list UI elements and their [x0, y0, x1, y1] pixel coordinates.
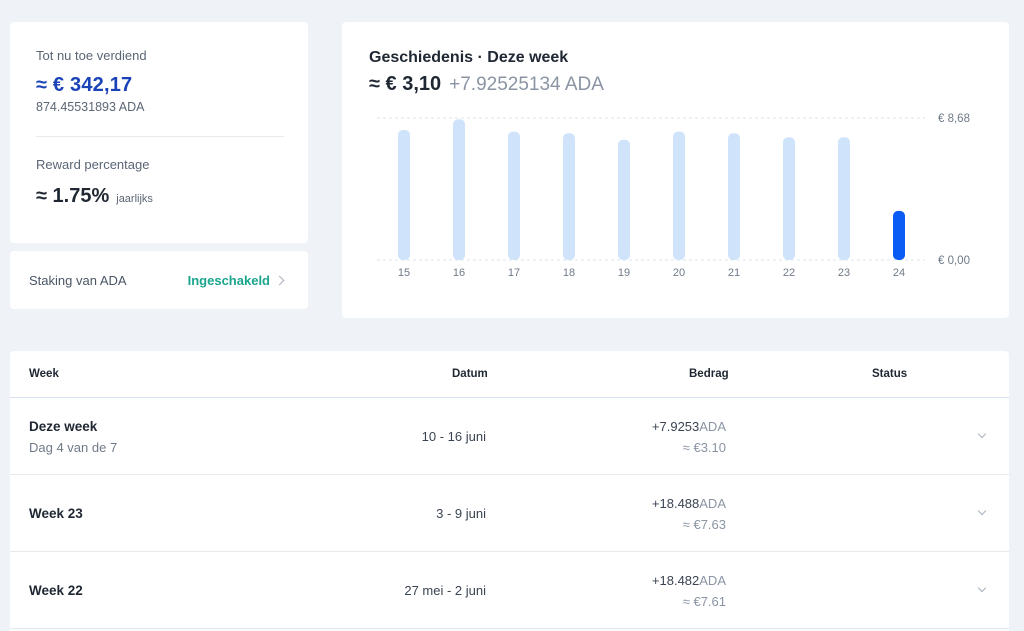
- bar: [618, 139, 630, 260]
- row-amount-value: +18.482: [651, 573, 700, 588]
- staking-toggle-link[interactable]: Staking van ADA Ingeschakeld: [10, 251, 308, 309]
- y-tick-label: € 8,68: [938, 113, 970, 125]
- earned-eur-value: ≈ € 342,17: [36, 74, 133, 96]
- bar: [893, 210, 905, 260]
- x-tick-label: 24: [893, 267, 905, 279]
- earned-label: Tot nu toe verdiend: [36, 48, 147, 63]
- row-week-sub: Dag 4 van de 7: [29, 440, 118, 455]
- x-tick-label: 17: [508, 267, 520, 279]
- staking-label: Staking van ADA: [29, 272, 127, 288]
- bar: [563, 133, 575, 260]
- chevron-down-icon[interactable]: [977, 583, 987, 593]
- row-date: 10 - 16 juni: [421, 429, 486, 444]
- x-tick-label: 23: [838, 267, 850, 279]
- row-week: Deze week: [29, 419, 98, 434]
- divider: [36, 136, 284, 137]
- chart-total-ada: +7.92525134 ADA: [449, 74, 604, 95]
- row-amount: +18.488ADA: [652, 496, 726, 511]
- row-amount-unit: ADA: [699, 419, 726, 434]
- row-eur: ≈ €3.10: [682, 440, 726, 455]
- history-chart-card: Geschiedenis · Deze week ≈ € 3,10 +7.925…: [342, 22, 1009, 318]
- rewards-table: Week Datum Bedrag Status Deze week Dag 4…: [10, 351, 1009, 631]
- row-week: Week 22: [29, 583, 83, 598]
- bar: [783, 137, 795, 260]
- table-row[interactable]: Deze week Dag 4 van de 7 10 - 16 juni +7…: [10, 398, 1009, 475]
- chart-title: Geschiedenis · Deze week: [369, 49, 569, 66]
- chart-total-eur: ≈ € 3,10: [369, 73, 442, 95]
- bar: [838, 137, 850, 260]
- table-row[interactable]: Week 22 27 mei - 2 juni +18.482ADA ≈ €7.…: [10, 552, 1009, 629]
- row-amount-unit: ADA: [699, 573, 726, 588]
- x-tick-label: 19: [618, 267, 630, 279]
- reward-period: jaarlijks: [116, 193, 153, 205]
- reward-label: Reward percentage: [36, 157, 150, 172]
- row-amount: +18.482ADA: [652, 573, 726, 588]
- chevron-down-icon[interactable]: [977, 429, 987, 439]
- bar: [453, 119, 465, 261]
- bar: [728, 133, 740, 260]
- row-amount: +7.9253ADA: [652, 419, 726, 434]
- bar: [508, 131, 520, 260]
- x-tick-label: 16: [453, 267, 465, 279]
- bar-chart: € 8,68 € 0,00 15 16 17 18 19 20 21 22 23 24: [377, 113, 970, 279]
- col-header-date: Datum: [452, 368, 488, 380]
- staking-status-text: Ingeschakeld: [187, 272, 270, 288]
- x-tick-label: 20: [673, 267, 685, 279]
- col-header-amount: Bedrag: [689, 368, 729, 380]
- bar: [673, 131, 685, 260]
- x-tick-label: 18: [563, 267, 575, 279]
- chevron-down-icon[interactable]: [977, 506, 987, 516]
- row-eur: ≈ €7.63: [682, 517, 726, 532]
- row-amount-value: +18.488: [651, 496, 700, 511]
- row-week: Week 23: [29, 506, 83, 521]
- reward-percentage: ≈ 1.75%: [36, 185, 110, 207]
- table-row[interactable]: Week 23 3 - 9 juni +18.488ADA ≈ €7.63: [10, 475, 1009, 552]
- row-date: 27 mei - 2 juni: [404, 583, 486, 598]
- x-tick-label: 22: [783, 267, 795, 279]
- col-header-status: Status: [872, 368, 908, 380]
- table-header: Week Datum Bedrag Status: [10, 351, 1009, 398]
- chevron-right-icon: [274, 275, 285, 285]
- row-amount-unit: ADA: [699, 496, 726, 511]
- earned-ada-value: 874.45531893 ADA: [36, 100, 145, 114]
- staking-status: Ingeschakeld: [187, 272, 285, 288]
- earnings-card: Tot nu toe verdiend ≈ € 342,17 874.45531…: [10, 22, 308, 243]
- col-header-week: Week: [29, 368, 59, 380]
- row-eur: ≈ €7.61: [682, 594, 726, 609]
- row-date: 3 - 9 juni: [436, 506, 486, 521]
- row-amount-value: +7.9253: [651, 419, 700, 434]
- x-tick-label: 21: [728, 267, 740, 279]
- bar: [398, 129, 410, 260]
- x-tick-label: 15: [398, 267, 410, 279]
- y-tick-label: € 0,00: [938, 255, 970, 267]
